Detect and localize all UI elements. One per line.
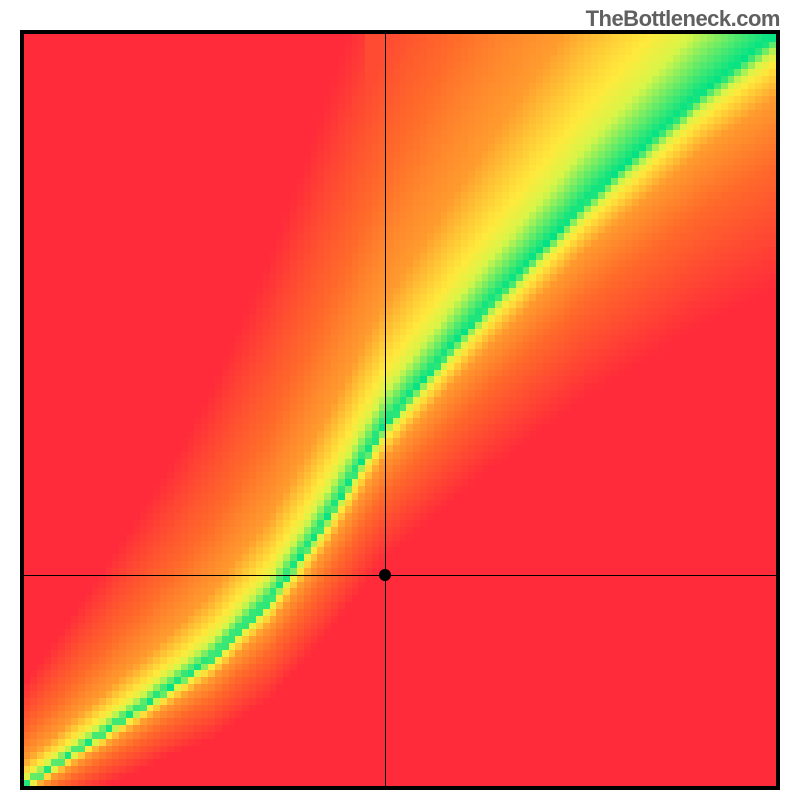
root-container: TheBottleneck.com [0, 0, 800, 800]
crosshair-horizontal [24, 575, 776, 576]
crosshair-vertical [385, 34, 386, 786]
watermark-text: TheBottleneck.com [586, 6, 780, 32]
crosshair-marker [379, 569, 391, 581]
plot-area [20, 30, 780, 790]
heatmap-canvas [24, 34, 776, 786]
